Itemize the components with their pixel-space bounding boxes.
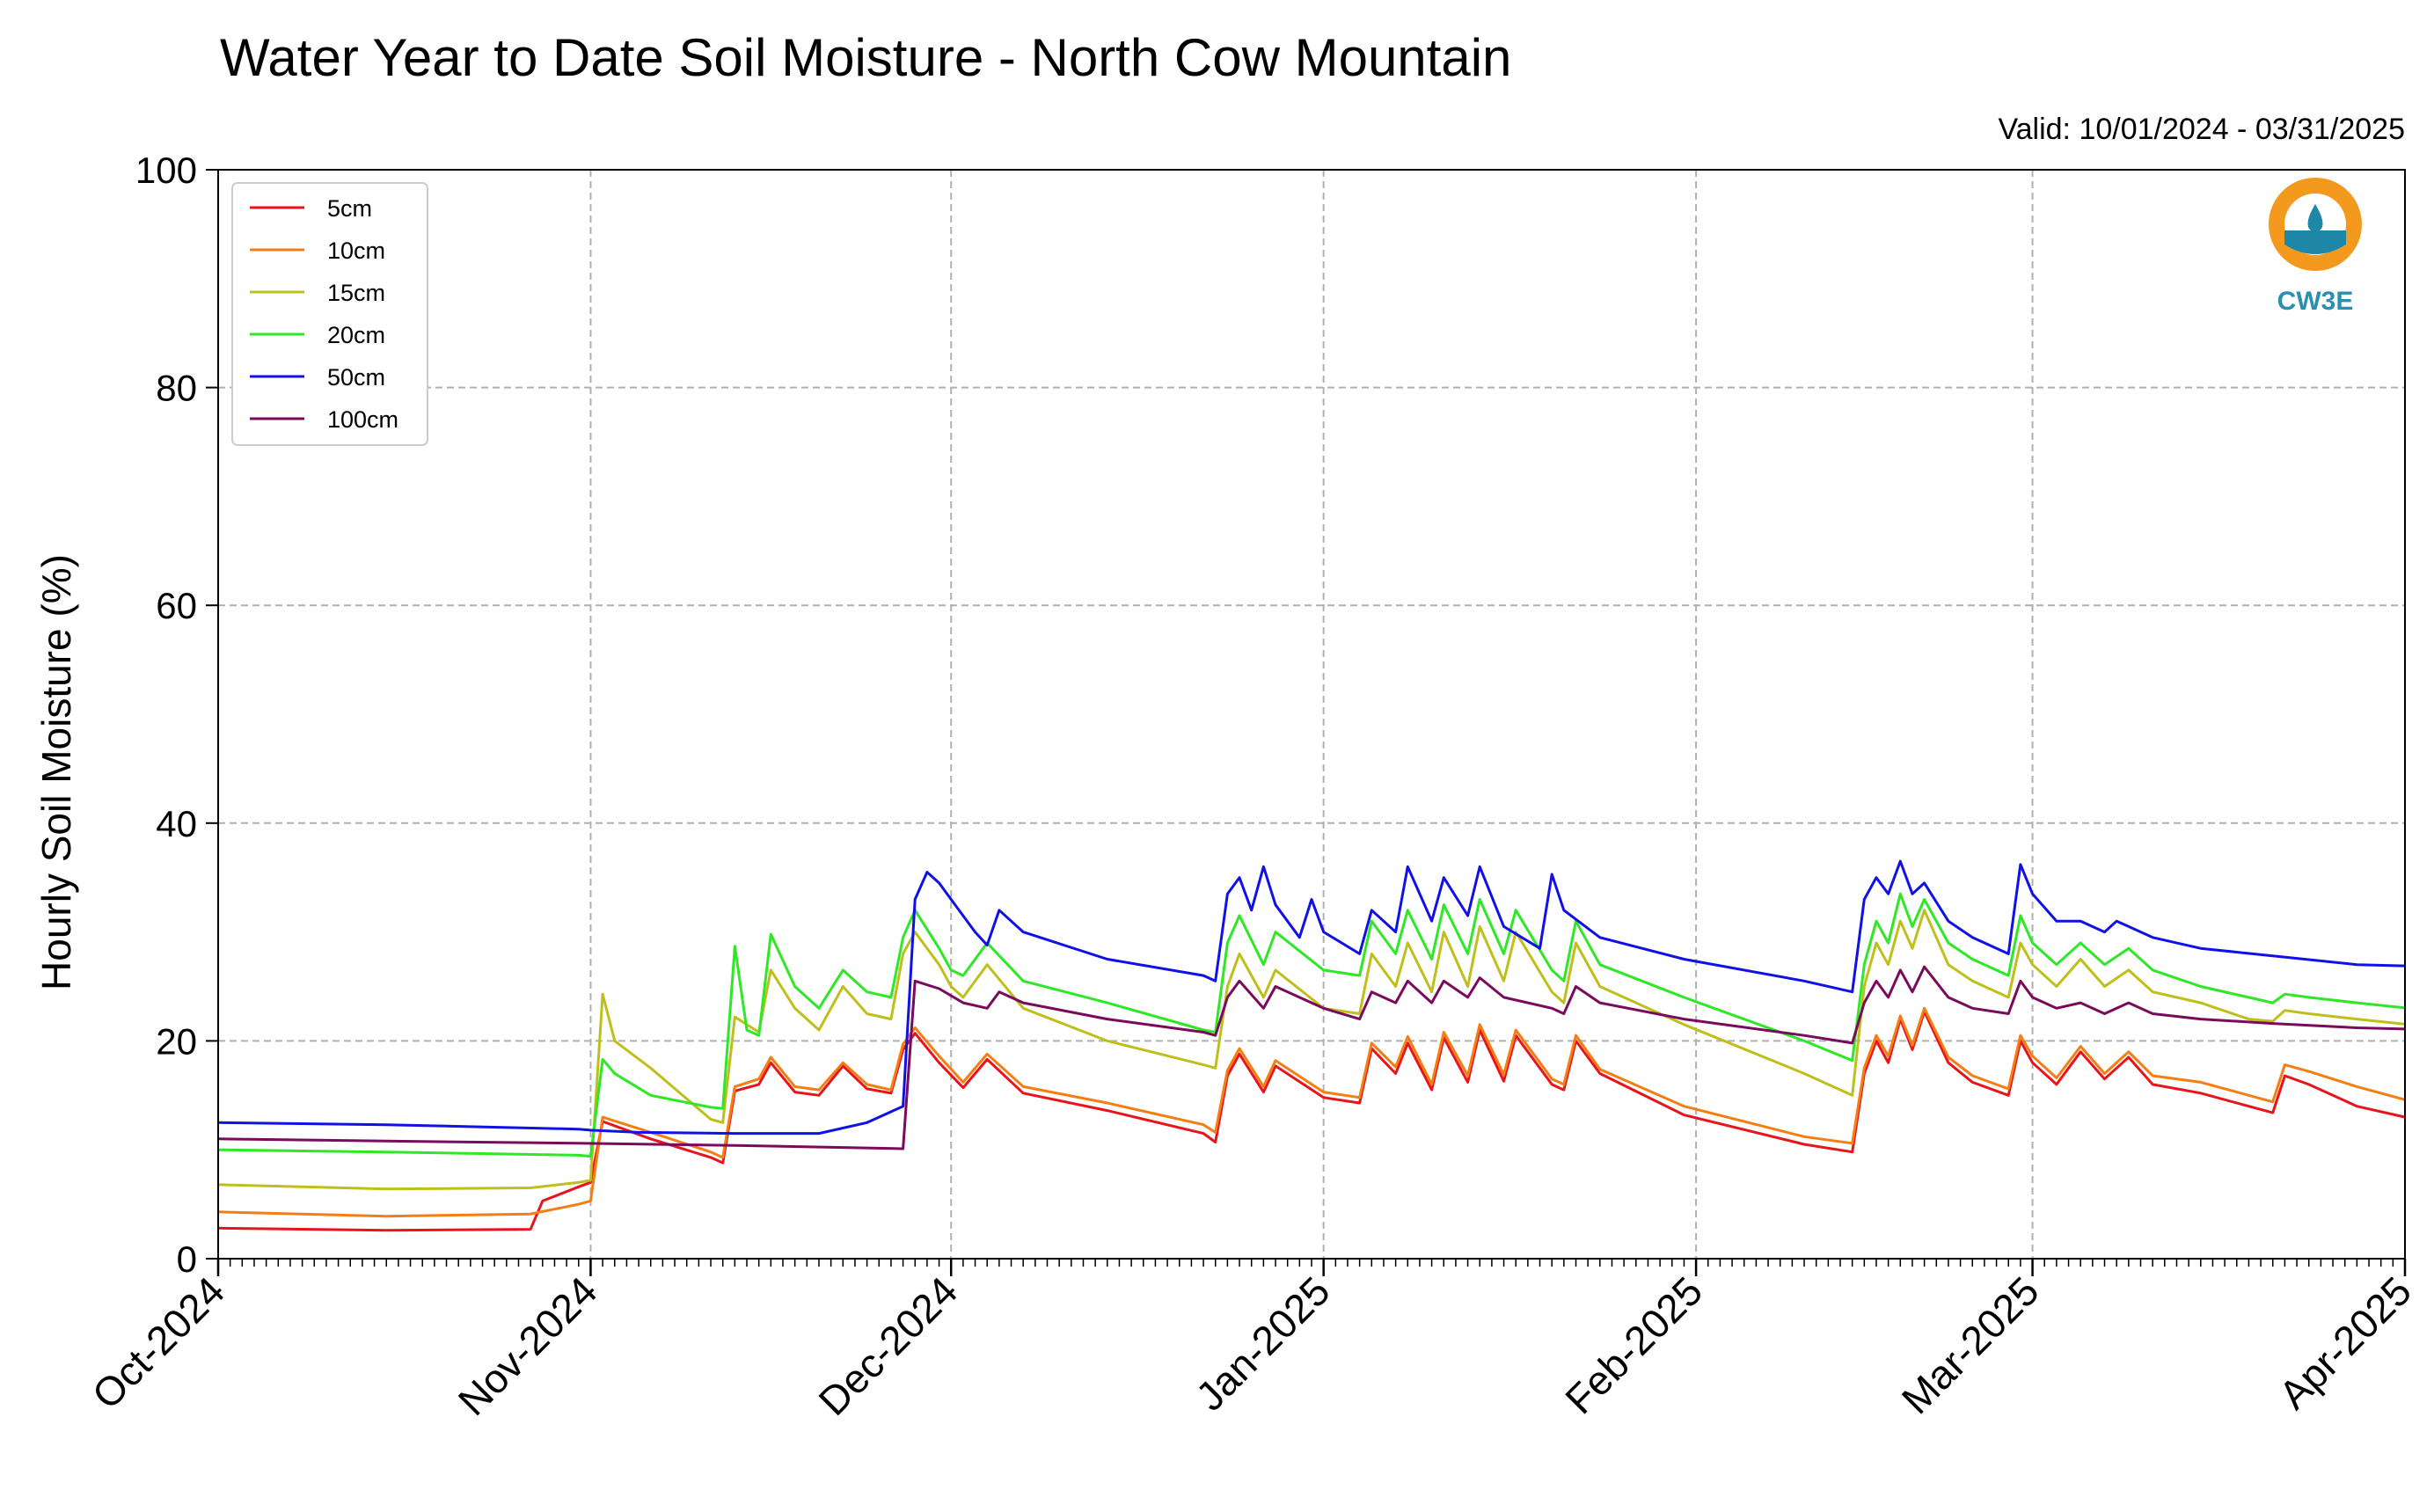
x-tick-label: Jan-2025 (1187, 1267, 1338, 1419)
y-axis-label: Hourly Soil Moisture (%) (33, 554, 79, 990)
series-line-15cm (218, 909, 2405, 1191)
cw3e-logo: CW3E (2269, 178, 2362, 316)
plot-frame (217, 169, 2406, 1260)
logo-text: CW3E (2277, 287, 2354, 316)
chart-subtitle: Valid: 10/01/2024 - 03/31/2025 (1998, 113, 2405, 146)
x-tick-label: Apr-2025 (2270, 1267, 2420, 1418)
y-tick-label: 60 (156, 585, 197, 626)
chart-title: Water Year to Date Soil Moisture - North… (220, 28, 1511, 87)
legend-label-15cm: 15cm (327, 280, 385, 306)
x-axis-ticks: Oct-2024 Nov-2024 Dec-2024 Jan-2025 Feb-2025… (84, 1259, 2420, 1424)
logo-water-icon (2284, 230, 2346, 254)
logo-drop-icon (2307, 204, 2323, 232)
series-line-20cm (218, 892, 2405, 1158)
legend-label-50cm: 50cm (327, 364, 385, 391)
x-tick-label: Oct-2024 (84, 1267, 234, 1418)
x-tick-label: Dec-2024 (809, 1267, 966, 1424)
legend-label-5cm: 5cm (327, 195, 372, 222)
y-tick-label: 80 (156, 368, 197, 409)
legend: 5cm 10cm 15cm 20cm 50cm 100cm (231, 182, 428, 446)
x-tick-label: Nov-2024 (450, 1267, 606, 1424)
y-tick-label: 40 (156, 803, 197, 844)
y-tick-label: 20 (156, 1020, 197, 1062)
legend-label-20cm: 20cm (327, 322, 385, 348)
y-axis-ticks: 0 20 40 60 80 100 (135, 150, 218, 1280)
series-line-5cm (218, 1010, 2405, 1232)
series-lines (218, 859, 2405, 1232)
legend-label-10cm: 10cm (327, 237, 385, 264)
legend-label-100cm: 100cm (327, 406, 398, 433)
series-line-50cm (218, 859, 2405, 1136)
series-line-10cm (218, 1006, 2405, 1218)
y-tick-label: 0 (177, 1238, 197, 1280)
y-tick-label: 100 (135, 150, 197, 191)
x-tick-label: Feb-2025 (1556, 1267, 1711, 1422)
grid-lines (218, 170, 2405, 1259)
series-line-100cm (218, 965, 2405, 1150)
x-tick-label: Mar-2025 (1893, 1267, 2048, 1422)
